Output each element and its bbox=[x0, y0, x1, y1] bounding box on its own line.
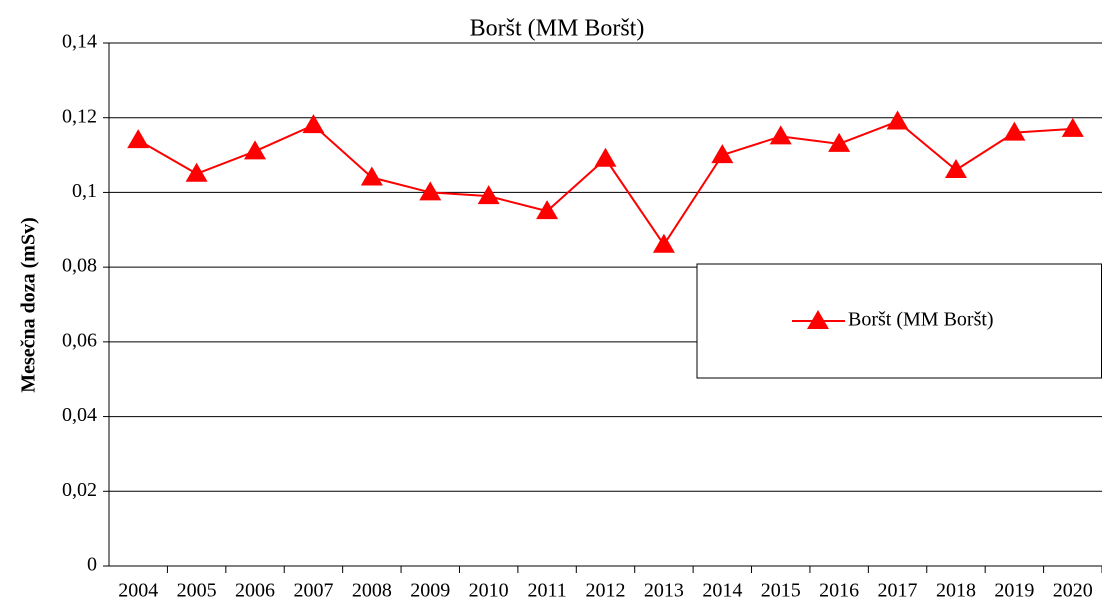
data-point bbox=[886, 110, 909, 130]
x-tick-label: 2006 bbox=[235, 580, 275, 602]
data-point bbox=[652, 233, 675, 253]
y-tick-label: 0,14 bbox=[62, 31, 97, 53]
y-tick-label: 0,12 bbox=[62, 105, 97, 127]
x-tick-label: 2011 bbox=[527, 580, 566, 602]
data-point bbox=[1061, 117, 1084, 137]
data-point bbox=[185, 162, 208, 182]
data-point bbox=[360, 166, 383, 186]
legend-marker bbox=[807, 310, 829, 329]
x-tick-label: 2012 bbox=[586, 580, 626, 602]
data-line bbox=[137, 120, 1073, 247]
x-tick-label: 2010 bbox=[469, 580, 509, 602]
x-tick-label: 2018 bbox=[936, 580, 976, 602]
data-point bbox=[828, 132, 851, 152]
data-point bbox=[711, 144, 734, 164]
chart-title: Boršt (MM Boršt) bbox=[470, 16, 645, 42]
data-point bbox=[594, 147, 617, 167]
data-point bbox=[477, 185, 500, 205]
data-point bbox=[769, 125, 792, 145]
data-point bbox=[302, 114, 325, 134]
x-tick-label: 2014 bbox=[702, 580, 742, 602]
y-axis-label: Mesečna doza (mSv) bbox=[18, 217, 40, 393]
data-point bbox=[419, 181, 442, 201]
legend-box bbox=[696, 263, 1102, 379]
y-tick-label: 0 bbox=[87, 554, 97, 576]
x-tick-label: 2017 bbox=[878, 580, 918, 602]
y-tick-label: 0,08 bbox=[62, 255, 97, 277]
legend-label: Boršt (MM Boršt) bbox=[848, 309, 994, 331]
data-point bbox=[944, 159, 967, 179]
x-tick-label: 2008 bbox=[352, 580, 392, 602]
y-tick-label: 0,02 bbox=[62, 479, 97, 501]
x-tick-label: 2016 bbox=[819, 580, 859, 602]
x-tick-label: 2020 bbox=[1053, 580, 1093, 602]
x-tick-label: 2004 bbox=[118, 580, 158, 602]
x-tick-label: 2007 bbox=[293, 580, 333, 602]
y-tick-label: 0,06 bbox=[62, 329, 97, 351]
y-tick-label: 0,1 bbox=[72, 180, 97, 202]
data-point bbox=[1003, 121, 1026, 141]
y-tick-label: 0,04 bbox=[62, 404, 97, 426]
data-point bbox=[536, 200, 559, 220]
x-tick-label: 2009 bbox=[410, 580, 450, 602]
x-tick-label: 2019 bbox=[994, 580, 1034, 602]
x-tick-label: 2013 bbox=[644, 580, 684, 602]
x-tick-label: 2005 bbox=[177, 580, 217, 602]
data-point bbox=[244, 140, 267, 160]
data-point bbox=[127, 129, 150, 149]
x-tick-label: 2015 bbox=[761, 580, 801, 602]
